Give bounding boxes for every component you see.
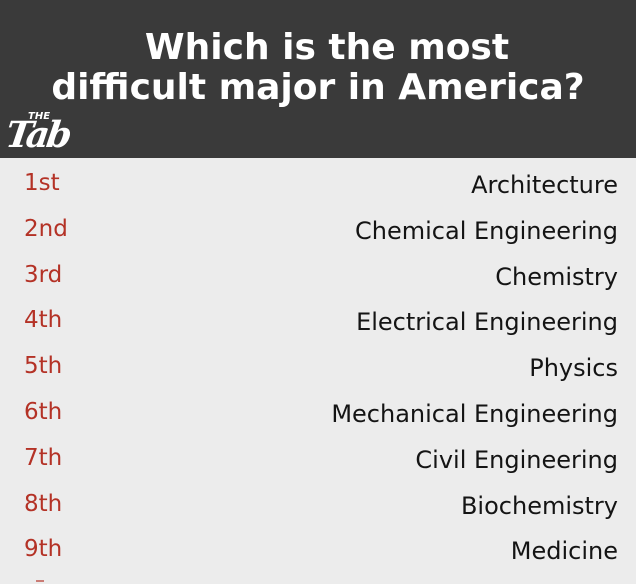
major-name: Medicine (510, 537, 618, 566)
rankings-list: 1st Architecture 2nd Chemical Engineerin… (0, 162, 636, 574)
major-name: Civil Engineering (415, 445, 618, 474)
list-item: 7th Civil Engineering (0, 437, 636, 483)
page-title: Which is the most difficult major in Ame… (0, 28, 636, 108)
rank-label: 2nd (24, 215, 68, 242)
header-banner: Which is the most difficult major in Ame… (0, 0, 636, 158)
major-name: Physics (529, 354, 618, 383)
major-name: Architecture (471, 171, 618, 199)
the-tab-logo: THE Tab (3, 111, 96, 157)
rank-label: 8th (24, 490, 63, 517)
major-name: Mechanical Engineering (331, 399, 618, 428)
rank-label: 9th (24, 536, 63, 563)
rank-label: 6th (24, 398, 63, 425)
rank-label: 5th (24, 353, 63, 380)
list-item: 6th Mechanical Engineering (0, 391, 636, 437)
rank-label: 4th (24, 307, 63, 334)
major-name: Biochemistry (460, 491, 618, 520)
title-line-2: difficult major in America? (51, 67, 585, 108)
cropped-row-remnant (36, 580, 44, 582)
list-item: 8th Biochemistry (0, 483, 636, 529)
list-item: 9th Medicine (0, 528, 636, 574)
list-item: 2nd Chemical Engineering (0, 208, 636, 254)
list-item: 1st Architecture (0, 162, 636, 208)
major-name: Chemical Engineering (355, 216, 618, 245)
list-item: 5th Physics (0, 345, 636, 391)
list-item: 4th Electrical Engineering (0, 299, 636, 345)
major-name: Chemistry (495, 262, 618, 291)
rank-label: 7th (24, 444, 63, 471)
rank-label: 1st (24, 170, 60, 196)
list-item: 3rd Chemistry (0, 254, 636, 300)
rank-label: 3rd (24, 261, 63, 288)
major-name: Electrical Engineering (356, 308, 618, 337)
title-line-1: Which is the most (144, 27, 510, 68)
logo-small-text: THE (28, 111, 51, 122)
logo-main-text: Tab (3, 114, 72, 156)
